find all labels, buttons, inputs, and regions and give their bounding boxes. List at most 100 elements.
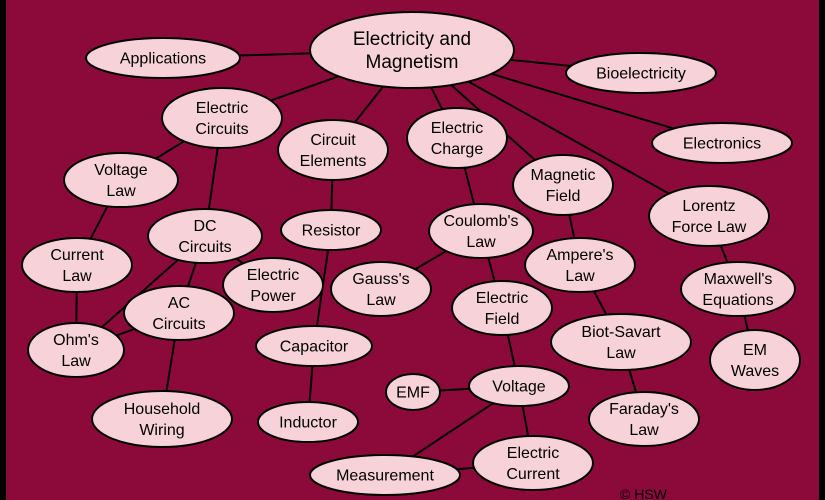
node-gauss: Gauss's Law: [330, 261, 432, 317]
node-shape-electric-field: [451, 280, 553, 336]
node-label-electric-charge-line-1: Charge: [431, 141, 484, 158]
node-ac-circuits: AC Circuits: [123, 285, 235, 341]
node-shape-electric-circuits: [161, 87, 283, 149]
node-label-em-line-1: Magnetism: [366, 52, 459, 73]
node-label-bioelectricity-line-0: Bioelectricity: [596, 66, 686, 83]
node-label-lorentz-line-0: Lorentz: [682, 198, 735, 215]
node-voltage: Voltage: [468, 365, 570, 407]
node-label-electric-current-line-1: Current: [506, 466, 560, 483]
node-label-amperes-law-line-1: Law: [565, 268, 595, 285]
node-electric-circuits: Electric Circuits: [161, 87, 283, 149]
node-label-electric-power-line-0: Electric: [247, 267, 299, 284]
node-label-electric-field-line-1: Field: [485, 311, 520, 328]
node-label-capacitor-line-0: Capacitor: [280, 339, 349, 356]
node-label-emf-line-0: EMF: [396, 385, 430, 402]
node-inductor: Inductor: [257, 401, 359, 443]
node-shape-voltage: [468, 365, 570, 407]
node-label-electric-circuits-line-0: Electric: [196, 100, 248, 117]
node-electronics: Electronics: [651, 122, 793, 164]
node-electric-current: Electric Current: [472, 435, 594, 491]
node-shape-ac-circuits: [123, 285, 235, 341]
node-shape-emf: [385, 373, 441, 411]
node-label-ohms-law-line-1: Law: [61, 353, 91, 370]
node-shape-coulombs-law: [428, 203, 534, 259]
node-lorentz: Lorentz Force Law: [648, 185, 770, 247]
node-label-dc-circuits-line-0: DC: [193, 218, 216, 235]
node-label-applications-line-0: Applications: [120, 51, 206, 68]
node-amperes-law: Ampere's Law: [524, 237, 636, 293]
node-label-lorentz-line-1: Force Law: [672, 219, 747, 236]
node-label-coulombs-law-line-1: Law: [466, 234, 496, 251]
node-maxwell: Maxwell's Equations: [680, 261, 796, 317]
node-shape-bioelectricity: [565, 52, 717, 94]
node-label-electric-current-line-0: Electric: [507, 445, 559, 462]
node-label-current-law-line-1: Law: [62, 268, 92, 285]
node-label-faraday-line-1: Law: [629, 422, 659, 439]
node-shape-biot-savart: [550, 313, 692, 371]
node-label-dc-circuits-line-1: Circuits: [178, 239, 231, 256]
node-label-electric-circuits-line-1: Circuits: [195, 121, 248, 138]
node-label-electronics-line-0: Electronics: [683, 136, 761, 153]
node-electric-power: Electric Power: [222, 257, 324, 313]
node-shape-em-waves: [709, 329, 801, 391]
node-shape-household: [91, 390, 233, 448]
node-label-voltage-line-0: Voltage: [492, 379, 545, 396]
node-measurement: Measurement: [309, 454, 461, 496]
copyright-credit: © HSW: [620, 486, 667, 500]
node-shape-gauss: [330, 261, 432, 317]
node-shape-lorentz: [648, 185, 770, 247]
node-label-em-waves-line-0: EM: [743, 342, 767, 359]
node-label-magnetic-field-line-0: Magnetic: [531, 167, 596, 184]
node-shape-measurement: [309, 454, 461, 496]
node-label-measurement-line-0: Measurement: [336, 468, 434, 485]
node-shape-electric-charge: [406, 107, 508, 169]
node-label-ac-circuits-line-0: AC: [168, 295, 190, 312]
node-shape-dc-circuits: [147, 208, 263, 264]
node-capacitor: Capacitor: [255, 325, 373, 367]
node-label-coulombs-law-line-0: Coulomb's: [443, 213, 518, 230]
node-label-circuit-elements-line-1: Elements: [300, 153, 367, 170]
node-applications: Applications: [85, 37, 241, 79]
node-label-biot-savart-line-0: Biot-Savart: [581, 324, 661, 341]
node-shape-circuit-elements: [277, 119, 389, 181]
node-label-current-law-line-0: Current: [50, 247, 104, 264]
node-shape-em: [309, 11, 515, 89]
node-circuit-elements: Circuit Elements: [277, 119, 389, 181]
node-em-waves: EM Waves: [709, 329, 801, 391]
node-emf: EMF: [385, 373, 441, 411]
node-shape-applications: [85, 37, 241, 79]
node-label-household-line-0: Household: [124, 401, 201, 418]
node-label-biot-savart-line-1: Law: [606, 345, 636, 362]
node-label-resistor-line-0: Resistor: [302, 223, 361, 240]
node-faraday: Faraday's Law: [588, 391, 700, 447]
node-biot-savart: Biot-Savart Law: [550, 313, 692, 371]
node-label-household-line-1: Wiring: [139, 422, 184, 439]
node-voltage-law: Voltage Law: [63, 152, 179, 208]
node-label-electric-power-line-1: Power: [250, 288, 296, 305]
node-household: Household Wiring: [91, 390, 233, 448]
node-label-gauss-line-1: Law: [366, 292, 396, 309]
node-current-law: Current Law: [21, 237, 133, 293]
node-shape-resistor: [280, 209, 382, 251]
node-magnetic-field: Magnetic Field: [512, 154, 614, 216]
node-label-maxwell-line-0: Maxwell's: [704, 271, 773, 288]
node-label-ohms-law-line-0: Ohm's: [53, 332, 99, 349]
node-label-gauss-line-0: Gauss's: [352, 271, 409, 288]
node-shape-maxwell: [680, 261, 796, 317]
node-label-voltage-law-line-0: Voltage: [94, 162, 147, 179]
node-ohms-law: Ohm's Law: [27, 322, 125, 378]
node-label-electric-field-line-0: Electric: [476, 290, 528, 307]
node-shape-current-law: [21, 237, 133, 293]
node-label-faraday-line-0: Faraday's: [609, 401, 679, 418]
node-shape-electric-power: [222, 257, 324, 313]
node-shape-electronics: [651, 122, 793, 164]
node-label-maxwell-line-1: Equations: [702, 292, 773, 309]
node-label-electric-charge-line-0: Electric: [431, 120, 483, 137]
node-label-em-line-0: Electricity and: [353, 29, 471, 50]
node-shape-faraday: [588, 391, 700, 447]
node-shape-magnetic-field: [512, 154, 614, 216]
